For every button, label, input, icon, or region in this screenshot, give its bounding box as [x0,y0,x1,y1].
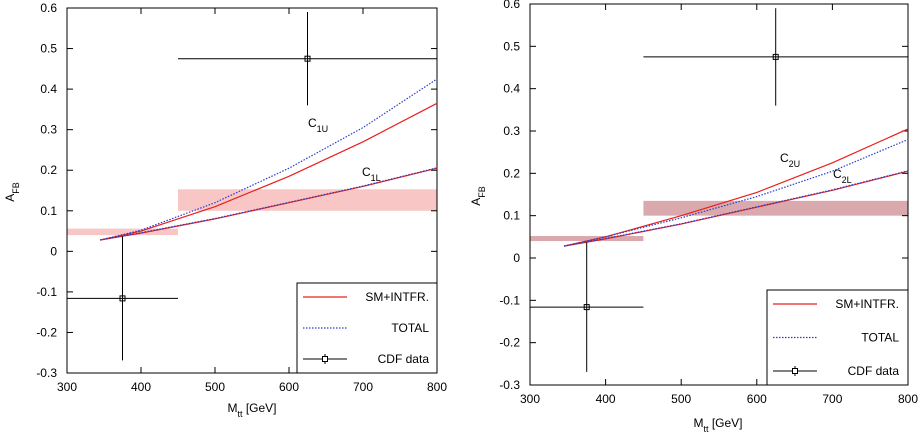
y-tick-label: 0.5 [503,39,520,53]
legend-box [296,282,438,374]
y-tick-label: -0.3 [499,378,520,392]
curve [100,167,438,241]
legend-swatch [792,368,798,374]
curve-label-sub: 1L [371,173,381,183]
x-tick-label: 300 [520,392,540,406]
y-tick-label: -0.3 [36,366,57,380]
x-tick-label: 400 [131,380,151,394]
curve-label-sub: 1U [317,124,329,134]
legend-label: TOTAL [391,321,429,335]
y-axis-label: AFB [469,186,487,206]
y-tick-label: 0 [50,244,57,258]
x-axis-label-sub: tt [237,409,243,419]
y-tick-label: 0.5 [40,42,57,56]
y-tick-label: 0.6 [503,0,520,11]
x-axis-label-base: M [227,401,237,415]
x-tick-label: 700 [353,380,373,394]
legend-label: CDF data [848,364,900,378]
data-point [119,295,126,302]
x-axis-label-rest: [GeV] [709,416,743,430]
curve-label: C2L [833,167,852,185]
x-tick-label: 700 [822,392,842,406]
legend-box [766,289,909,386]
y-axis-label-base: A [3,194,17,202]
y-axis-label-sub: FB [11,182,21,194]
x-tick-label: 400 [596,392,616,406]
y-tick-label: -0.2 [36,325,57,339]
y-tick-label: -0.1 [36,285,57,299]
y-tick-label: 0.2 [503,166,520,180]
curve-label-base: C [362,165,371,179]
curve-label: C2U [780,151,800,169]
plot-frame [66,7,438,374]
x-axis-label-rest: [GeV] [243,401,277,415]
band [643,200,908,216]
x-tick-label: 800 [427,380,447,394]
x-tick-label: 600 [747,392,767,406]
curve-label-base: C [780,151,789,165]
curve [563,128,909,247]
y-axis-label-sub: FB [477,186,487,198]
y-tick-label: 0.3 [40,123,57,137]
y-tick-label: 0.1 [503,209,520,223]
legend-label: CDF data [378,352,430,366]
y-tick-label: -0.1 [499,293,520,307]
y-tick-label: 0.4 [503,82,520,96]
y-tick-label: 0.2 [40,163,57,177]
curve-label: C1L [362,165,381,183]
x-axis-label-base: M [693,416,703,430]
curve-label-base: C [833,167,842,181]
curve-label-sub: 2L [842,175,852,185]
curve [563,138,909,247]
x-tick-label: 500 [205,380,225,394]
band [67,228,178,236]
curve-label: C1U [308,116,328,134]
curve-label-base: C [308,116,317,130]
y-axis-label-base: A [469,198,483,206]
y-tick-label: 0.3 [503,124,520,138]
y-tick-label: 0 [513,251,520,265]
y-tick-label: 0.4 [40,82,57,96]
curve [100,102,438,241]
y-tick-label: 0.1 [40,204,57,218]
data-point [583,304,590,311]
y-tick-label: 0.6 [40,1,57,15]
plot-frame [529,3,909,386]
y-tick-label: -0.2 [499,336,520,350]
legend-label: SM+INTFR. [835,297,899,311]
y-axis-label: AFB [3,182,21,202]
x-tick-label: 600 [279,380,299,394]
x-axis-label: Mtt [GeV] [227,401,276,419]
curve [563,170,909,247]
legend-label: TOTAL [861,331,899,345]
x-axis-label-sub: tt [703,424,709,434]
curve [100,78,438,241]
data-point [304,55,311,62]
band [530,235,644,242]
legend-swatch [322,356,328,362]
x-tick-label: 800 [898,392,918,406]
x-tick-label: 300 [57,380,77,394]
band [178,189,437,211]
curve-label-sub: 2U [789,159,801,169]
legend-label: SM+INTFR. [365,290,429,304]
x-tick-label: 500 [671,392,691,406]
x-axis-label: Mtt [GeV] [693,416,742,434]
data-point [772,53,779,60]
